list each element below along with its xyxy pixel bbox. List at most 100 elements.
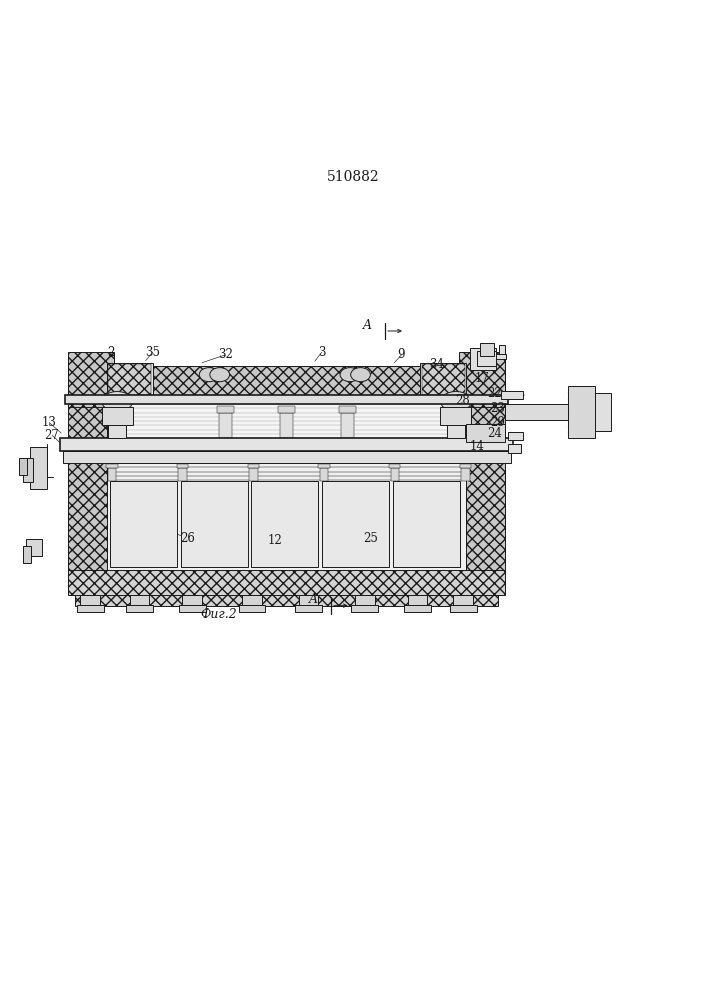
Bar [459,352,505,407]
Bar [247,464,259,468]
Bar [390,468,399,481]
Bar [440,407,472,425]
Bar [65,395,508,404]
Bar [219,413,232,438]
Bar [77,605,103,612]
Text: 12: 12 [267,534,282,547]
Bar [76,595,498,606]
Bar [182,595,202,606]
Bar [351,605,378,612]
Bar [508,444,521,453]
Bar [341,413,354,438]
Bar [421,363,466,396]
Bar [19,458,28,475]
Bar [69,366,107,438]
Text: 23: 23 [491,402,506,415]
Bar [26,539,42,556]
Bar [110,481,177,567]
Bar [107,363,153,396]
Bar [453,595,473,606]
Bar [392,481,460,567]
Bar [102,407,133,425]
Text: 13: 13 [42,416,57,429]
Text: 27: 27 [45,429,59,442]
Bar [179,605,206,612]
Bar [422,364,464,395]
Bar [69,451,107,570]
Text: Фиг.2: Фиг.2 [200,608,237,621]
Bar [295,605,322,612]
Text: 32: 32 [218,348,233,361]
Bar [450,605,477,612]
Bar [477,351,496,366]
Bar [23,458,33,482]
Bar [107,366,466,400]
Bar [69,352,114,407]
Bar [129,595,149,606]
Bar [239,605,265,612]
Text: 25: 25 [363,532,378,545]
Bar [460,464,471,468]
Text: 28: 28 [455,394,470,407]
Bar [508,432,522,440]
Bar [408,595,428,606]
Bar [505,404,568,420]
Ellipse shape [210,368,230,382]
Bar [499,345,505,354]
Bar [81,595,100,606]
Bar [60,438,513,451]
Bar [318,464,329,468]
Bar [180,481,247,567]
Bar [107,468,116,481]
Text: 3: 3 [318,346,325,359]
Bar [501,391,522,399]
Bar [568,386,595,438]
Bar [63,451,510,463]
Bar [69,570,505,595]
Ellipse shape [351,368,370,382]
Text: 24: 24 [487,427,502,440]
Bar [447,407,464,438]
Bar [126,605,153,612]
Bar [106,464,117,468]
Bar [461,468,469,481]
Text: 26: 26 [180,532,195,545]
Text: 22: 22 [487,387,502,400]
Bar [339,406,356,413]
Ellipse shape [340,368,360,382]
Text: 2: 2 [107,346,115,359]
Ellipse shape [199,368,219,382]
Bar [69,451,505,570]
Text: A: A [309,593,318,606]
Bar [280,413,293,438]
Text: 17: 17 [475,372,490,385]
Bar [108,364,151,395]
Bar [251,481,318,567]
Text: 35: 35 [146,346,160,359]
Bar [178,468,187,481]
Bar [243,595,262,606]
Text: 9: 9 [397,348,405,361]
Bar [30,447,47,489]
Text: 29: 29 [491,416,506,429]
Bar [298,595,318,606]
Bar [217,406,234,413]
Text: 14: 14 [469,440,484,453]
Text: 34: 34 [429,358,444,371]
Bar [404,605,431,612]
Bar [249,468,257,481]
Bar [469,348,496,370]
Bar [496,354,506,359]
Bar [177,464,188,468]
Bar [108,407,126,438]
Bar [595,393,611,431]
Bar [466,366,505,438]
Ellipse shape [102,392,133,411]
Bar [322,481,389,567]
Bar [107,400,466,438]
Text: 510882: 510882 [327,170,380,184]
Bar [466,424,505,442]
Bar [355,595,375,606]
Bar [320,468,328,481]
Text: A: A [363,319,372,332]
